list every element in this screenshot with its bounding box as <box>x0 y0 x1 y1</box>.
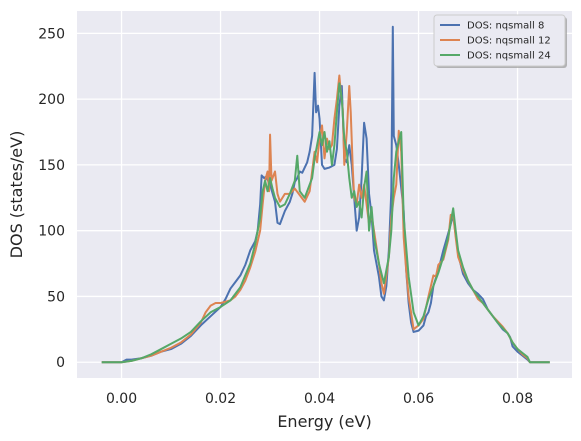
x-axis-label: Energy (eV) <box>277 412 371 431</box>
series-layer <box>101 25 550 364</box>
legend: DOS: nqsmall 8 DOS: nqsmall 12 DOS: nqsmal… <box>433 14 567 68</box>
y-tick-label-4: 200 <box>38 92 65 108</box>
plot-background <box>77 11 572 378</box>
x-tick-label-1: 0.02 <box>205 391 236 407</box>
x-tick-label-0: 0.00 <box>106 391 137 407</box>
x-tick-label-2: 0.04 <box>304 391 335 407</box>
y-tick-label-2: 100 <box>38 224 65 240</box>
series-line-2 <box>101 82 550 364</box>
legend-label-1: DOS: nqsmall 12 <box>467 36 551 47</box>
y-tick-label-1: 50 <box>47 289 65 305</box>
x-tick-label-4: 0.08 <box>502 391 533 407</box>
y-tick-label-5: 250 <box>38 26 65 42</box>
legend-label-2: DOS: nqsmall 24 <box>467 51 551 62</box>
y-tick-label-3: 150 <box>38 158 65 174</box>
legend-label-0: DOS: nqsmall 8 <box>467 21 544 32</box>
y-axis-label: DOS (states/eV) <box>7 131 26 259</box>
y-tick-label-0: 0 <box>56 355 65 371</box>
legend-box <box>433 14 566 67</box>
y-axis-ticks: 0 50 100 150 200 250 <box>38 26 65 371</box>
x-axis-ticks: 0.00 0.02 0.04 0.06 0.08 <box>106 391 533 407</box>
x-tick-label-3: 0.06 <box>403 391 434 407</box>
